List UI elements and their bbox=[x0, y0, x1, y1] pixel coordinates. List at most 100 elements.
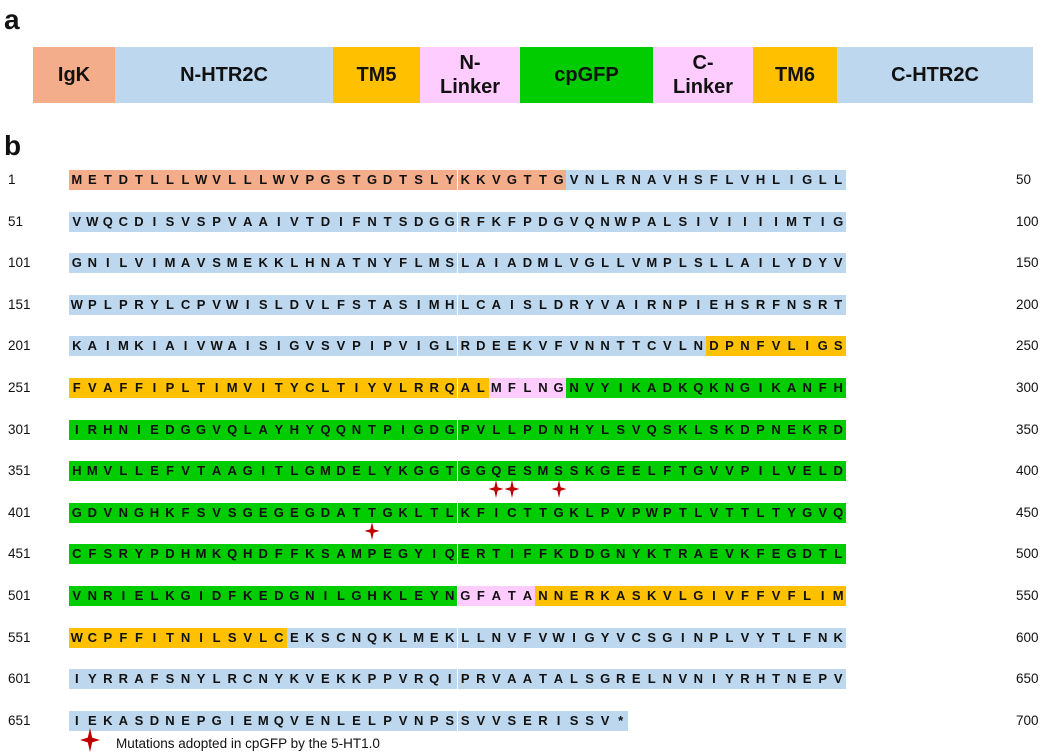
residue: F bbox=[348, 211, 365, 232]
residue: K bbox=[675, 419, 691, 440]
residue: N bbox=[597, 211, 613, 232]
residue: D bbox=[131, 211, 147, 232]
residue: P bbox=[302, 170, 318, 190]
residue: K bbox=[348, 669, 365, 690]
residue: F bbox=[737, 586, 753, 606]
residue: Q bbox=[441, 378, 458, 398]
residue: I bbox=[69, 419, 85, 440]
residue: L bbox=[473, 378, 489, 398]
domain-segment: N-HTR2C bbox=[115, 47, 333, 103]
residue: G bbox=[799, 502, 815, 523]
residue: V bbox=[566, 336, 582, 357]
residue: Q bbox=[333, 419, 349, 440]
residue: W bbox=[69, 627, 85, 648]
residue: R bbox=[473, 544, 489, 565]
residue: T bbox=[441, 461, 458, 482]
residue: K bbox=[162, 586, 178, 606]
sequence-row: 551 W C P F F I T N I L S V L C E K S C N Q K L M E K L L N V F V W I G Y V C… bbox=[0, 627, 1050, 648]
residue: S bbox=[566, 710, 582, 731]
residue: S bbox=[519, 461, 536, 482]
residue: V bbox=[395, 710, 411, 731]
residue: F bbox=[799, 627, 815, 648]
residue: K bbox=[581, 461, 598, 482]
residue: R bbox=[410, 669, 427, 690]
residue: Y bbox=[597, 378, 613, 398]
residue: D bbox=[379, 170, 396, 190]
residue: F bbox=[177, 502, 194, 523]
residue: I bbox=[255, 461, 271, 482]
residue: C bbox=[473, 294, 489, 315]
residue: I bbox=[271, 211, 287, 232]
residue: V bbox=[84, 378, 101, 398]
residue: P bbox=[208, 211, 225, 232]
residue: V bbox=[302, 669, 318, 690]
residue: G bbox=[131, 502, 147, 523]
residue: G bbox=[550, 211, 567, 232]
residue: D bbox=[162, 419, 178, 440]
residue: T bbox=[488, 544, 505, 565]
sequence-row: 301 I R H N I E D G G V Q L A Y H Y Q Q N T P I G D G P V L L P D N H Y L S V… bbox=[0, 419, 1050, 440]
residue: V bbox=[100, 502, 116, 523]
row-start-number: 351 bbox=[8, 463, 31, 479]
residue: T bbox=[193, 461, 209, 482]
residue: I bbox=[146, 336, 163, 357]
residue: Y bbox=[581, 419, 598, 440]
residue: P bbox=[348, 336, 365, 357]
residue: Q bbox=[317, 419, 334, 440]
residue: G bbox=[426, 336, 442, 357]
residue: L bbox=[597, 253, 613, 274]
domain-segment: C-HTR2C bbox=[837, 47, 1033, 103]
residue: L bbox=[706, 253, 722, 274]
residue: K bbox=[131, 336, 147, 357]
residue: K bbox=[706, 378, 722, 398]
residue: S bbox=[348, 294, 365, 315]
residue: K bbox=[628, 378, 644, 398]
residue: G bbox=[799, 170, 815, 190]
residue: S bbox=[519, 294, 536, 315]
residue: I bbox=[737, 211, 753, 232]
residue: P bbox=[193, 294, 209, 315]
residue: L bbox=[177, 378, 194, 398]
residue: G bbox=[690, 461, 707, 482]
residue: I bbox=[146, 253, 163, 274]
residue: G bbox=[348, 586, 365, 606]
residue: R bbox=[581, 586, 598, 606]
residue: A bbox=[612, 586, 629, 606]
residue: V bbox=[581, 378, 598, 398]
residue: S bbox=[317, 336, 334, 357]
residue: D bbox=[410, 211, 427, 232]
residue: L bbox=[333, 710, 349, 731]
residue: K bbox=[566, 502, 582, 523]
residue: I bbox=[131, 419, 147, 440]
residue: G bbox=[239, 461, 256, 482]
residue: V bbox=[830, 669, 846, 690]
residue: T bbox=[721, 502, 738, 523]
residue: Y bbox=[286, 378, 303, 398]
residue: I bbox=[752, 211, 769, 232]
residue: G bbox=[286, 586, 303, 606]
residue: Y bbox=[364, 378, 380, 398]
residue: V bbox=[737, 170, 753, 190]
residue: V bbox=[395, 669, 411, 690]
residue: A bbox=[783, 378, 800, 398]
domain-architecture-bar: IgK N-HTR2C TM5 N- Linker cpGFP C- Linker TM6 C… bbox=[33, 47, 1033, 103]
residue: N bbox=[799, 378, 815, 398]
residue: P bbox=[737, 461, 753, 482]
residue: R bbox=[410, 378, 427, 398]
row-start-number: 401 bbox=[8, 504, 31, 520]
residue: E bbox=[783, 419, 800, 440]
residue: L bbox=[783, 627, 800, 648]
residue: G bbox=[814, 336, 831, 357]
residue: Y bbox=[410, 544, 427, 565]
residue: F bbox=[768, 294, 784, 315]
residue: V bbox=[69, 211, 85, 232]
residue: V bbox=[566, 170, 582, 190]
residue: C bbox=[504, 502, 520, 523]
residue: N bbox=[814, 627, 831, 648]
residue: G bbox=[550, 378, 567, 398]
row-end-number: 200 bbox=[1016, 296, 1039, 312]
residue: L bbox=[504, 419, 520, 440]
residue: S bbox=[333, 170, 349, 190]
residue: N bbox=[84, 586, 101, 606]
